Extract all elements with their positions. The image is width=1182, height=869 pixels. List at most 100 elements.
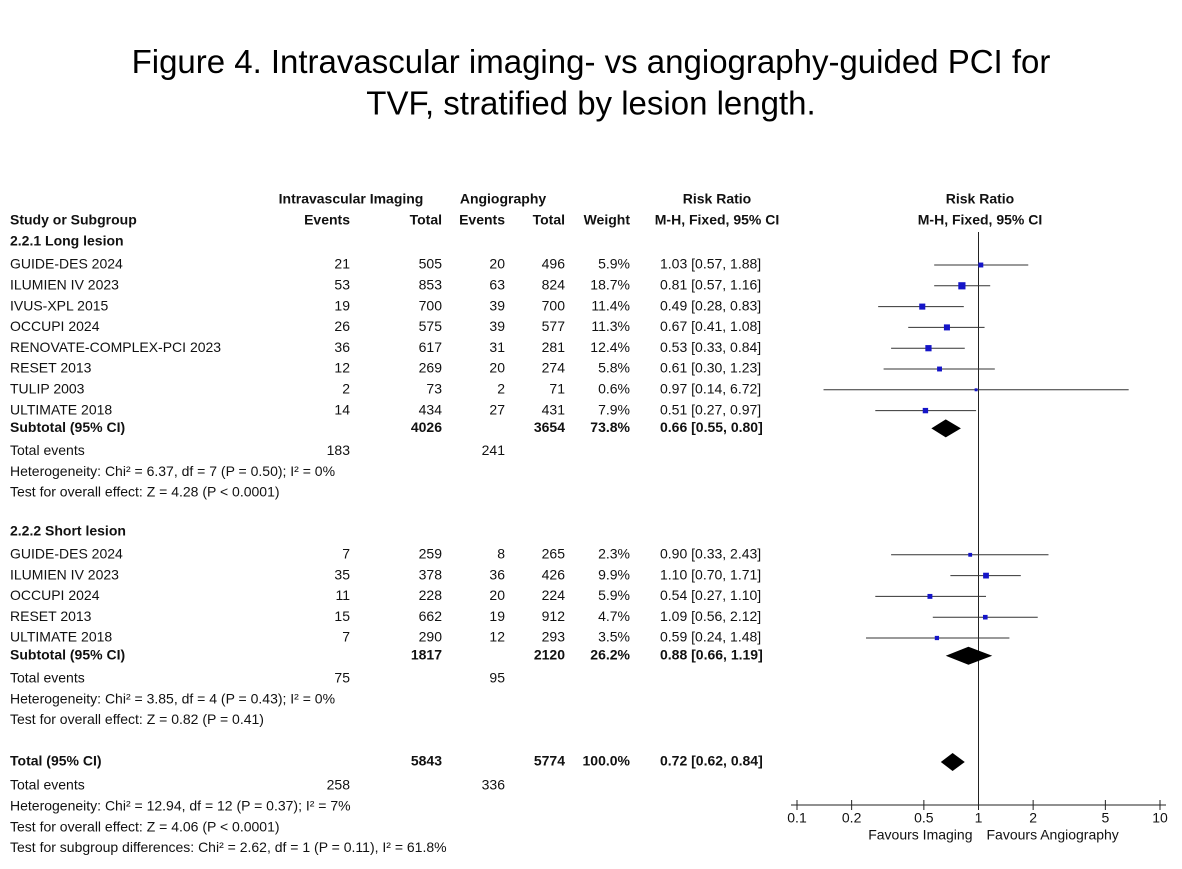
risk-ratio: 1.03 [0.57, 1.88] (660, 256, 761, 272)
cell: 53 (334, 277, 350, 293)
column-header: Total (410, 212, 442, 228)
column-header: Study or Subgroup (10, 212, 137, 228)
cell: 431 (542, 401, 566, 417)
cell: 575 (419, 318, 443, 334)
cell: 336 (482, 777, 506, 793)
pooled-diamond (931, 419, 961, 438)
cell: 258 (327, 777, 351, 793)
cell: 36 (334, 339, 350, 355)
cell: 39 (489, 297, 505, 313)
weight: 5.8% (598, 360, 630, 376)
risk-ratio: 0.66 [0.55, 0.80] (660, 419, 763, 435)
subgroup-name: 2.2.2 Short lesion (10, 523, 126, 539)
weight: 0.6% (598, 381, 630, 397)
cell: 95 (489, 670, 505, 686)
study-name: ILUMIEN IV 2023 (10, 277, 119, 293)
pooled-diamond (945, 646, 993, 665)
cell: 31 (489, 339, 505, 355)
point-estimate (943, 324, 950, 331)
cell: 5843 (411, 753, 442, 769)
study-name: OCCUPI 2024 (10, 318, 100, 334)
cell: 7 (342, 629, 350, 645)
group-header: Intravascular Imaging (279, 191, 424, 207)
study-name: TULIP 2003 (10, 381, 85, 397)
study-name: ULTIMATE 2018 (10, 629, 112, 645)
note: Test for subgroup differences: Chi² = 2.… (10, 839, 447, 855)
title-prefix: Figure 4. (132, 43, 262, 80)
point-estimate (982, 614, 988, 620)
cell: 378 (419, 566, 443, 582)
cell: 2 (497, 381, 505, 397)
x-tick-label: 5 (1101, 810, 1109, 826)
cell: 4026 (411, 419, 442, 435)
cell: 20 (489, 256, 505, 272)
cell: 577 (542, 318, 566, 334)
cell: 11 (335, 587, 350, 603)
pooled-diamond (940, 753, 965, 771)
cell: 824 (542, 277, 566, 293)
cell: 224 (542, 587, 566, 603)
note: Test for overall effect: Z = 4.28 (P < 0… (10, 484, 280, 500)
weight: 5.9% (598, 587, 630, 603)
cell: 7 (342, 546, 350, 562)
risk-ratio: 0.72 [0.62, 0.84] (660, 753, 763, 769)
point-estimate (978, 262, 984, 268)
study-name: IVUS-XPL 2015 (10, 297, 109, 313)
x-tick-label: 0.5 (914, 810, 934, 826)
cell: 496 (542, 256, 566, 272)
weight: 7.9% (598, 401, 630, 417)
cell: 700 (419, 297, 443, 313)
cell: 20 (489, 587, 505, 603)
cell: 290 (419, 629, 443, 645)
risk-ratio: 0.61 [0.30, 1.23] (660, 360, 761, 376)
cell: 274 (542, 360, 566, 376)
weight: 5.9% (598, 256, 630, 272)
cell: 26 (334, 318, 350, 334)
cell: 293 (542, 629, 566, 645)
risk-ratio: 1.10 [0.70, 1.71] (660, 566, 761, 582)
cell: 426 (542, 566, 566, 582)
cell: 14 (334, 401, 350, 417)
weight: 11.4% (591, 297, 630, 313)
column-header: Events (459, 212, 505, 228)
cell: 505 (419, 256, 443, 272)
x-tick-label: 0.2 (842, 810, 862, 826)
cell: 15 (334, 608, 350, 624)
point-estimate (925, 345, 932, 352)
x-tick-label: 1 (975, 810, 983, 826)
cell: 265 (542, 546, 566, 562)
cell: 259 (419, 546, 443, 562)
point-estimate (974, 388, 978, 392)
cell: 36 (489, 566, 505, 582)
risk-ratio: 1.09 [0.56, 2.12] (660, 608, 761, 624)
group-header: Angiography (460, 191, 547, 207)
plot-header: M-H, Fixed, 95% CI (918, 212, 1042, 228)
point-estimate (922, 407, 929, 414)
cell: 19 (334, 297, 350, 313)
weight: 11.3% (591, 318, 630, 334)
cell: 434 (419, 401, 443, 417)
cell: 12 (489, 629, 505, 645)
weight: 4.7% (598, 608, 630, 624)
risk-ratio: 0.49 [0.28, 0.83] (660, 297, 761, 313)
column-header: M-H, Fixed, 95% CI (655, 212, 779, 228)
risk-ratio: 0.53 [0.33, 0.84] (660, 339, 761, 355)
study-name: GUIDE-DES 2024 (10, 546, 123, 562)
weight: 18.7% (590, 277, 630, 293)
note: Test for overall effect: Z = 4.06 (P < 0… (10, 818, 280, 834)
cell: 21 (334, 256, 350, 272)
risk-ratio: 0.88 [0.66, 1.19] (660, 647, 763, 663)
cell: 20 (489, 360, 505, 376)
note: Heterogeneity: Chi² = 6.37, df = 7 (P = … (10, 463, 335, 479)
cell: 73 (426, 381, 442, 397)
study-name: GUIDE-DES 2024 (10, 256, 123, 272)
weight: 2.3% (598, 546, 630, 562)
cell: 1817 (411, 647, 442, 663)
point-estimate (937, 366, 942, 372)
cell: 35 (334, 566, 350, 582)
cell: 700 (542, 297, 566, 313)
point-estimate (958, 282, 966, 290)
cell: 71 (549, 381, 565, 397)
cell: 269 (419, 360, 443, 376)
note: Heterogeneity: Chi² = 3.85, df = 4 (P = … (10, 690, 335, 706)
